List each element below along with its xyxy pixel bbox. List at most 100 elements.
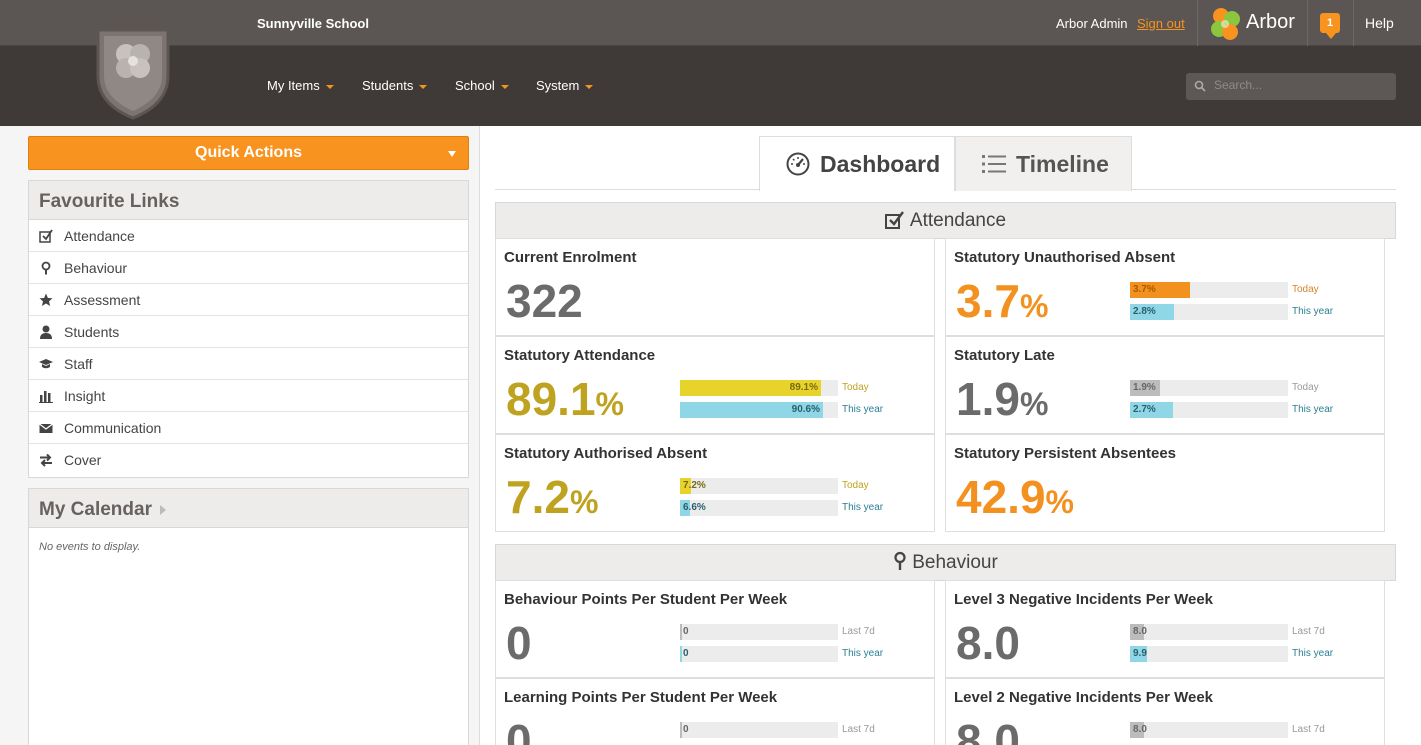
bar-this-year: 6.6% This year — [680, 500, 930, 516]
card-title: Statutory Attendance — [504, 347, 656, 364]
bar-last-7d: 8.0 Last 7d — [1130, 722, 1380, 738]
chevron-down-icon — [325, 84, 334, 89]
fav-label: Staff — [64, 355, 93, 372]
notification-badge[interactable]: 1 — [1320, 13, 1340, 39]
my-calendar-header[interactable]: My Calendar — [29, 489, 468, 528]
bar-today: 3.7% Today — [1130, 282, 1380, 298]
bar-value-label: 2.7% — [1133, 404, 1156, 415]
quick-actions-button[interactable]: Quick Actions — [28, 136, 469, 170]
mortarboard-icon — [39, 358, 53, 368]
card-statutory-unauthorised-absent[interactable]: Statutory Unauthorised Absent 3.7% 3.7% T… — [945, 238, 1385, 336]
bar-this-year: 90.6% This year — [680, 402, 930, 418]
bar-fill — [680, 500, 690, 516]
section-title: Behaviour — [912, 552, 998, 573]
card-behaviour-points[interactable]: Behaviour Points Per Student Per Week 0 … — [495, 580, 935, 678]
bar-value-label: 2.8% — [1133, 306, 1156, 317]
chevron-down-icon — [419, 84, 428, 89]
sign-out-link[interactable]: Sign out — [1137, 16, 1185, 31]
sidebar: Quick Actions Favourite Links Attendance… — [0, 126, 480, 745]
card-statutory-late[interactable]: Statutory Late 1.9% 1.9% Today 2.7% This y… — [945, 336, 1385, 434]
help-link[interactable]: Help — [1365, 15, 1394, 31]
card-level-3-negative-incidents[interactable]: Level 3 Negative Incidents Per Week 8.0 … — [945, 580, 1385, 678]
arbor-clover-icon — [1211, 8, 1240, 40]
fav-link-cover[interactable]: Cover — [29, 444, 468, 476]
card-title: Statutory Late — [954, 347, 1055, 364]
bar-value-label: 0 — [683, 648, 689, 659]
bar-track: 8.0 — [1130, 722, 1288, 738]
card-value: 7.2% — [506, 471, 598, 528]
nav-system[interactable]: System — [536, 78, 594, 93]
nav-label: System — [536, 78, 580, 93]
bar-value-label: 90.6% — [791, 404, 820, 415]
brand-name: Arbor — [1246, 11, 1295, 33]
arbor-logo[interactable]: Arbor — [1208, 7, 1298, 41]
school-crest-logo[interactable] — [94, 24, 172, 120]
search-input[interactable] — [1214, 78, 1384, 92]
card-level-2-negative-incidents[interactable]: Level 2 Negative Incidents Per Week 8.0 … — [945, 678, 1385, 745]
card-current-enrolment[interactable]: Current Enrolment 322 — [495, 238, 935, 336]
bar-caption: Today — [1292, 284, 1319, 295]
bar-today: 1.9% Today — [1130, 380, 1380, 396]
bar-value-label: 9.9 — [1133, 648, 1147, 659]
person-icon — [40, 325, 52, 339]
header-divider — [1307, 0, 1308, 46]
fav-label: Students — [64, 323, 120, 340]
fav-link-attendance[interactable]: Attendance — [29, 220, 468, 252]
nav-my-items[interactable]: My Items — [267, 78, 334, 93]
bar-value-label: 6.6% — [683, 502, 706, 513]
card-value: 8.0 — [956, 617, 1020, 669]
nav-students[interactable]: Students — [362, 78, 428, 93]
bar-value-label: 3.7% — [1133, 284, 1156, 295]
bar-last-7d: 8.0 Last 7d — [1130, 624, 1380, 640]
tab-label: Dashboard — [820, 150, 941, 177]
bar-fill — [680, 722, 682, 738]
card-statutory-persistent-absentees[interactable]: Statutory Persistent Absentees 42.9% — [945, 434, 1385, 532]
card-learning-points[interactable]: Learning Points Per Student Per Week 0 0… — [495, 678, 935, 745]
fav-link-communication[interactable]: Communication — [29, 412, 468, 444]
bar-last-7d: 0 Last 7d — [680, 624, 930, 640]
bar-fill — [680, 646, 682, 662]
bar-track: 0 — [680, 646, 838, 662]
bar-caption: This year — [842, 404, 884, 415]
bar-fill — [680, 624, 682, 640]
school-name[interactable]: Sunnyville School — [257, 16, 369, 31]
bar-track: 1.9% — [1130, 380, 1288, 396]
bar-track: 2.7% — [1130, 402, 1288, 418]
value-number: 42.9 — [956, 471, 1046, 523]
card-title: Current Enrolment — [504, 249, 637, 266]
card-statutory-attendance[interactable]: Statutory Attendance 89.1% 89.1% Today 90… — [495, 336, 935, 434]
gauge-icon — [786, 152, 810, 176]
bar-track: 3.7% — [1130, 282, 1288, 298]
value-unit: % — [1045, 484, 1074, 520]
header-divider — [1197, 0, 1198, 46]
my-calendar-panel: My Calendar No events to display. — [28, 488, 469, 745]
bar-fill — [1130, 380, 1160, 396]
favourite-links-title: Favourite Links — [29, 181, 468, 220]
tab-dashboard[interactable]: Dashboard — [759, 136, 955, 191]
bar-value-label: 89.1% — [789, 382, 818, 393]
bar-fill — [680, 380, 821, 396]
bar-last-7d: 0 Last 7d — [680, 722, 930, 738]
fav-link-students[interactable]: Students — [29, 316, 468, 348]
search-box[interactable] — [1186, 73, 1396, 100]
card-title: Behaviour Points Per Student Per Week — [504, 591, 788, 608]
fav-link-assessment[interactable]: Assessment — [29, 284, 468, 316]
bar-caption: Today — [842, 480, 869, 491]
bar-fill — [680, 478, 691, 494]
card-value: 322 — [506, 275, 583, 327]
value-number: 0 — [506, 715, 532, 745]
bar-track: 7.2% — [680, 478, 838, 494]
nav-school[interactable]: School — [455, 78, 509, 93]
main-nav-bar: My Items Students School System — [0, 46, 1421, 126]
bar-caption: Last 7d — [842, 626, 875, 637]
rosette-icon — [41, 261, 51, 274]
fav-link-behaviour[interactable]: Behaviour — [29, 252, 468, 284]
tab-timeline[interactable]: Timeline — [955, 136, 1132, 191]
calendar-empty-message: No events to display. — [39, 541, 141, 553]
bar-today: 89.1% Today — [680, 380, 930, 396]
fav-link-insight[interactable]: Insight — [29, 380, 468, 412]
bar-track: 0 — [680, 722, 838, 738]
card-statutory-authorised-absent[interactable]: Statutory Authorised Absent 7.2% 7.2% Tod… — [495, 434, 935, 532]
card-value: 1.9% — [956, 373, 1048, 430]
fav-link-staff[interactable]: Staff — [29, 348, 468, 380]
